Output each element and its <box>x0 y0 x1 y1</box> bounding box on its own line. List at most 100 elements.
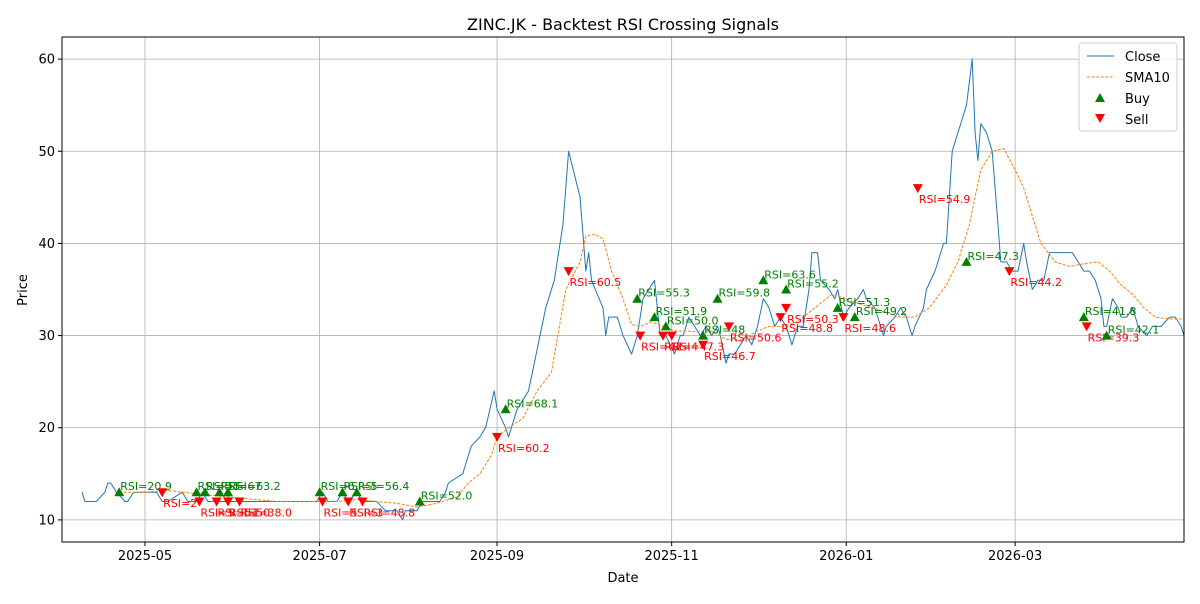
buy-rsi-label: RSI=41.8 <box>1085 305 1137 318</box>
sell-rsi-label: RSI=50 <box>229 506 270 519</box>
grid <box>62 37 1184 542</box>
x-tick-label: 2026-01 <box>819 549 873 564</box>
sell-marker <box>211 497 222 507</box>
buy-rsi-label: RSI=5 <box>344 480 378 493</box>
buy-marker <box>223 487 233 497</box>
sell-rsi-label: RSI=47.3 <box>673 341 725 354</box>
legend-box <box>1078 42 1178 132</box>
buy-marker <box>712 293 723 303</box>
sell-marker <box>666 331 677 341</box>
buy-marker <box>698 330 709 340</box>
sell-marker <box>1081 322 1092 332</box>
buy-marker <box>758 275 769 285</box>
legend-buy-label: Buy <box>1125 92 1150 107</box>
buy-rsi-label: RSI=56.4 <box>358 480 410 493</box>
sell-rsi-label: RSI=51 <box>218 506 259 519</box>
buy-rsi-label: RSI=50.0 <box>667 314 719 327</box>
sell-marker <box>635 331 646 341</box>
axes: 2025-05 2025-07 2025-09 2025-11 2026-01 2026-… <box>38 53 1042 564</box>
y-tick-label: 30 <box>38 329 55 344</box>
buy-rsi-label: RSI=51.9 <box>655 305 707 318</box>
sell-rsi-label: RSI=4 <box>664 341 698 354</box>
buy-rsi-label: RSI=48 <box>704 324 745 337</box>
x-tick-label: 2025-05 <box>118 549 172 564</box>
sma10-series-line <box>119 147 1184 508</box>
buy-marker <box>660 321 671 331</box>
x-tick-label: 2025-09 <box>470 549 524 564</box>
buy-marker <box>200 487 211 497</box>
sell-rsi-label: RSI=47 <box>641 341 682 354</box>
buy-marker <box>314 487 325 497</box>
sell-marker <box>698 340 709 350</box>
sell-rsi-label: RSI=2 <box>163 497 197 510</box>
buy-rsi-label: RSI=67 <box>220 480 261 493</box>
y-tick-label: 50 <box>38 145 55 160</box>
sell-rsi-label: RSI=5 <box>200 506 234 519</box>
buy-rsi-label: RSI=63.2 <box>229 480 281 493</box>
sell-rsi-label: RSI=54.9 <box>919 193 971 206</box>
sell-marker <box>492 432 503 442</box>
buy-marker <box>500 404 511 414</box>
y-axis-label: Price <box>16 274 31 306</box>
buy-rsi-label: RSI=63.6 <box>764 268 816 281</box>
buy-marker <box>337 487 348 497</box>
signal-layer: RSI=20.9RSI=2RSI=5RSI=5RSI=67RSI=63.2RSI… <box>114 184 1159 519</box>
sell-marker <box>723 322 734 332</box>
sell-rsi-label: RSI=60.2 <box>498 442 550 455</box>
y-tick-label: 20 <box>38 421 55 436</box>
x-axis-label: Date <box>607 571 638 586</box>
sell-marker <box>838 313 849 323</box>
sell-rsi-label: RSI=46.7 <box>704 350 756 363</box>
y-tick-label: 10 <box>38 513 55 528</box>
buy-rsi-label: RSI=6 <box>321 480 355 493</box>
buy-rsi-label: RSI=55.3 <box>638 287 690 300</box>
sell-marker <box>317 497 328 507</box>
buy-marker <box>1078 312 1089 322</box>
buy-rsi-label: RSI=42.1 <box>1108 324 1160 337</box>
sell-rsi-label: RSI=3 <box>349 506 383 519</box>
buy-rsi-label: RSI=51.3 <box>839 296 891 309</box>
sell-rsi-label: RSI=50.6 <box>730 331 782 344</box>
buy-rsi-label: RSI=47.3 <box>967 250 1019 263</box>
buy-marker <box>632 293 643 303</box>
buy-marker <box>1101 330 1112 340</box>
sell-marker <box>343 497 354 507</box>
sell-marker <box>194 497 205 507</box>
x-tick-label: 2026-03 <box>988 549 1042 564</box>
sell-marker <box>775 313 786 323</box>
buy-marker <box>849 312 860 322</box>
buy-rsi-label: RSI=55.2 <box>787 278 839 291</box>
buy-marker <box>781 284 792 294</box>
buy-marker <box>191 487 202 497</box>
buy-rsi-label: RSI=49.2 <box>856 305 908 318</box>
sell-rsi-label: RSI=44.2 <box>1010 276 1062 289</box>
sell-rsi-label: RSI=5 <box>323 506 357 519</box>
buy-marker <box>114 487 125 497</box>
sell-rsi-label: RSI=39.3 <box>1088 331 1140 344</box>
legend-sell-label: Sell <box>1125 113 1148 128</box>
buy-marker <box>414 496 425 506</box>
sell-rsi-label: RSI=38.0 <box>240 506 292 519</box>
sell-rsi-label: RSI=48.8 <box>364 506 416 519</box>
sell-marker <box>563 267 574 277</box>
buy-rsi-label: RSI=59.8 <box>718 287 770 300</box>
legend-sell-marker <box>1095 114 1105 123</box>
plot-frame <box>61 36 1185 543</box>
x-tick-label: 2025-11 <box>644 549 698 564</box>
buy-marker <box>961 256 972 266</box>
legend-sma-label: SMA10 <box>1125 71 1170 86</box>
x-tick-label: 2025-07 <box>292 549 346 564</box>
sell-marker <box>357 497 368 507</box>
buy-marker <box>832 302 843 312</box>
sell-marker <box>781 303 792 313</box>
chart-title: ZINC.JK - Backtest RSI Crossing Signals <box>467 15 779 34</box>
sell-rsi-label: RSI=60.5 <box>570 276 622 289</box>
sell-rsi-label: RSI=48.6 <box>844 322 896 335</box>
sell-marker <box>912 184 923 194</box>
sell-rsi-label: RSI=50.3 <box>787 313 839 326</box>
buy-marker <box>649 312 660 322</box>
legend-close-label: Close <box>1125 50 1160 65</box>
sell-marker <box>234 497 245 507</box>
